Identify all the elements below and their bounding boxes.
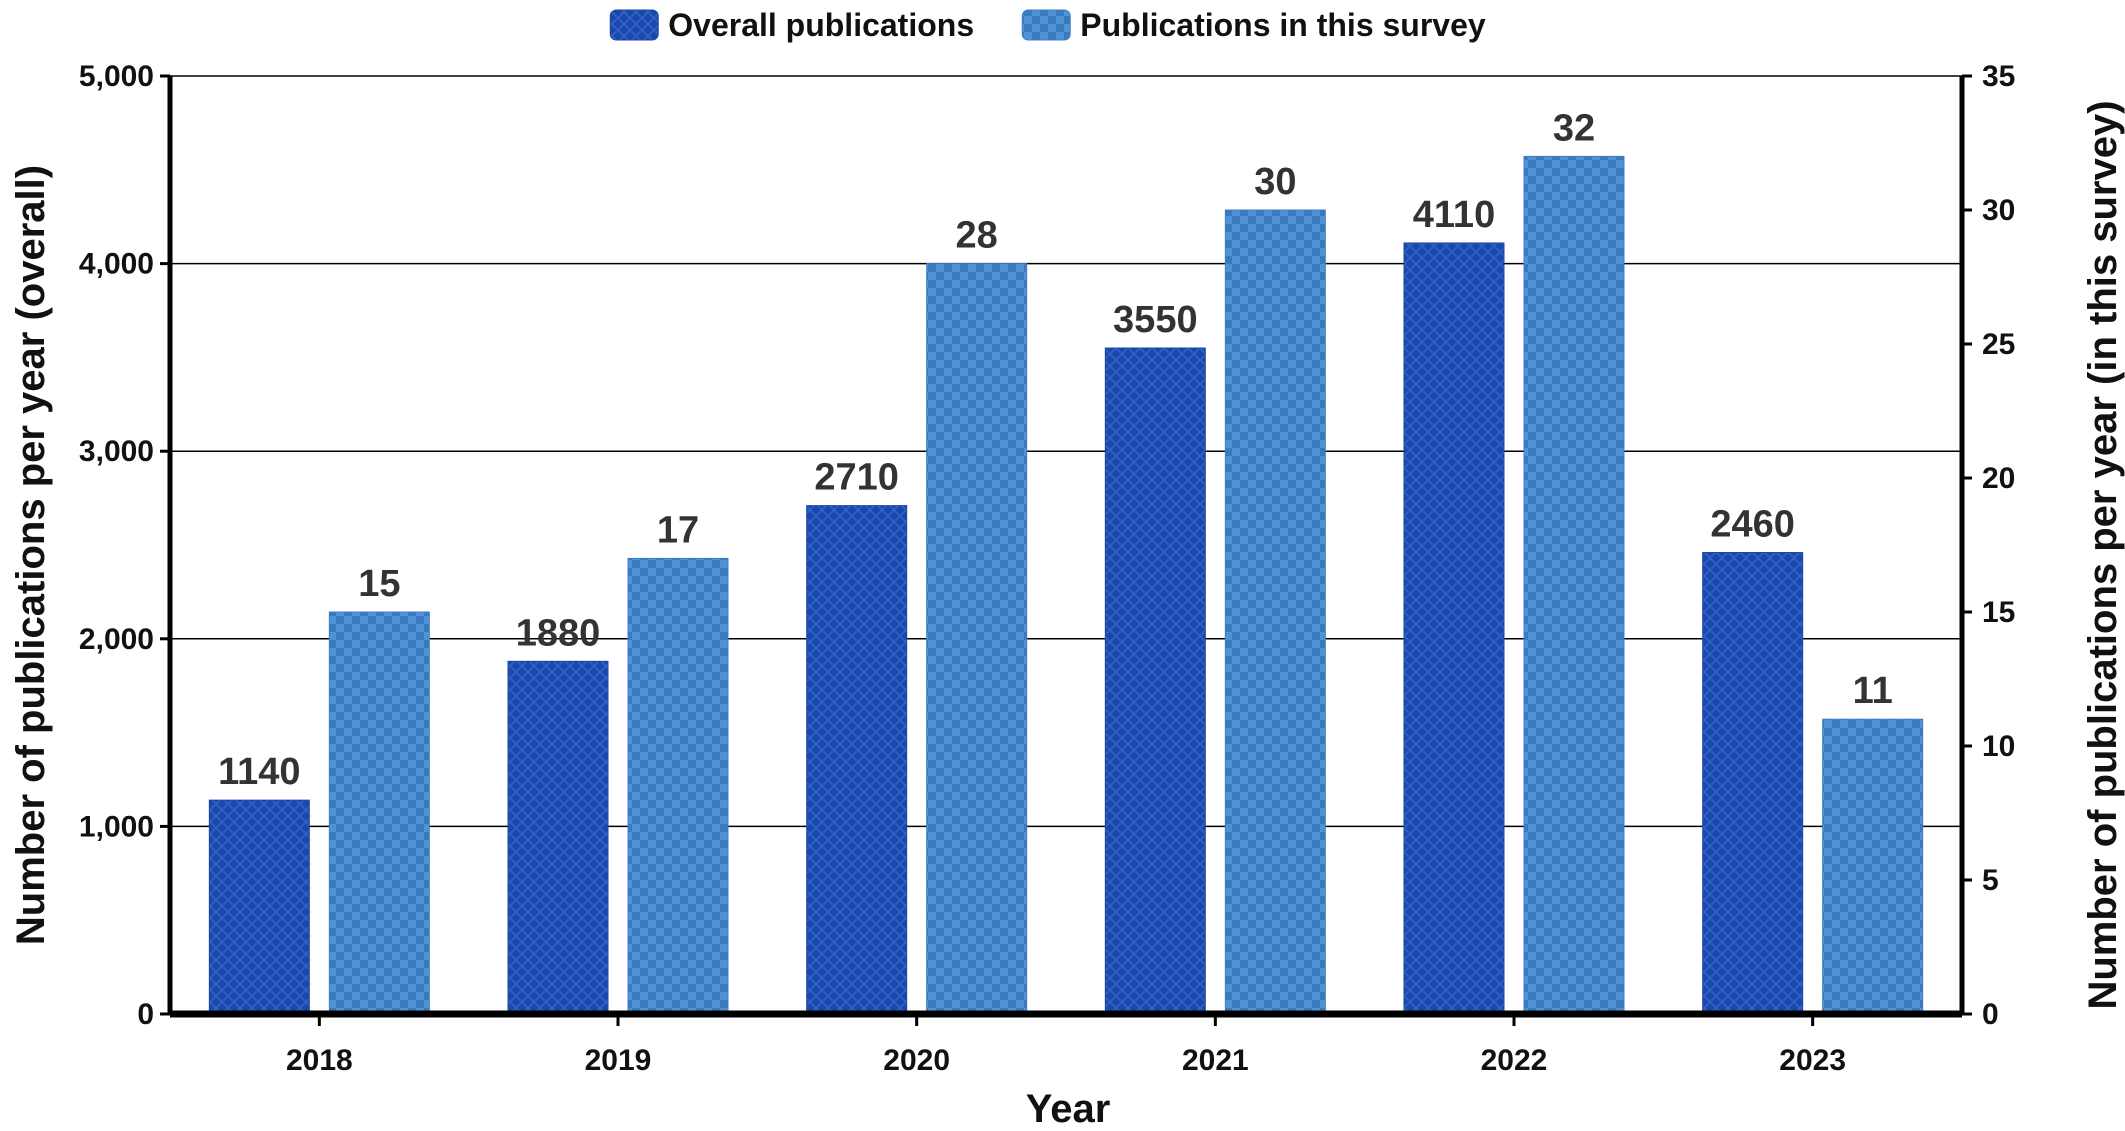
legend-label: Publications in this survey bbox=[1080, 7, 1486, 43]
y-tick-label-right: 35 bbox=[1982, 60, 2015, 93]
y-axis-title-left: Number of publications per year (overall… bbox=[9, 165, 53, 945]
y-tick-label-right: 10 bbox=[1982, 730, 2015, 763]
data-label: 32 bbox=[1553, 107, 1595, 149]
x-tick-label: 2022 bbox=[1481, 1044, 1548, 1077]
bar-overall bbox=[806, 505, 908, 1015]
bar-overall bbox=[1104, 347, 1206, 1015]
y-tick-label-right: 5 bbox=[1982, 864, 1999, 897]
y-axis-title-right: Number of publications per year (in this… bbox=[2081, 100, 2125, 1009]
y-tick-label-left: 1,000 bbox=[79, 810, 154, 843]
bar-survey bbox=[1224, 209, 1326, 1015]
x-tick-label: 2018 bbox=[286, 1044, 353, 1077]
data-label: 3550 bbox=[1113, 299, 1198, 341]
data-label: 2710 bbox=[814, 457, 899, 499]
bar-survey bbox=[627, 557, 729, 1015]
data-label: 1140 bbox=[218, 751, 300, 793]
bar-overall bbox=[507, 660, 609, 1015]
x-tick-label: 2021 bbox=[1182, 1044, 1249, 1077]
legend-swatch bbox=[1021, 9, 1071, 41]
data-label: 1880 bbox=[516, 612, 601, 654]
data-label: 17 bbox=[657, 509, 699, 551]
bar-overall bbox=[208, 799, 310, 1015]
legend-label: Overall publications bbox=[668, 7, 974, 43]
y-tick-label-left: 3,000 bbox=[79, 435, 154, 468]
y-tick-label-right: 25 bbox=[1982, 328, 2015, 361]
data-label: 30 bbox=[1254, 161, 1296, 203]
x-tick-label: 2023 bbox=[1779, 1044, 1846, 1077]
y-tick-label-left: 2,000 bbox=[79, 623, 154, 656]
data-label: 15 bbox=[358, 563, 400, 605]
data-labels-group: 1140 15 1880 17 2710 28 3550 30 4110 32 2460 11 bbox=[218, 107, 1893, 793]
y-tick-label-right: 15 bbox=[1982, 596, 2015, 629]
legend-swatch bbox=[609, 9, 659, 41]
data-label: 28 bbox=[956, 215, 998, 257]
y-tick-label-right: 30 bbox=[1982, 194, 2015, 227]
y-tick-label-left: 0 bbox=[137, 998, 154, 1031]
x-tick-label: 2019 bbox=[585, 1044, 652, 1077]
axes-group: 0 1,000 2,000 3,000 4,000 5,000 0 5 10 15 20 25 30 35… bbox=[79, 60, 2015, 1077]
gridlines bbox=[170, 75, 1962, 828]
data-label: 2460 bbox=[1710, 504, 1795, 546]
bar-survey bbox=[328, 611, 430, 1015]
x-tick-label: 2020 bbox=[883, 1044, 950, 1077]
data-label: 11 bbox=[1853, 670, 1893, 712]
bars-group bbox=[208, 155, 1924, 1015]
y-tick-label-left: 4,000 bbox=[79, 248, 154, 281]
y-tick-label-right: 20 bbox=[1982, 462, 2015, 495]
x-axis-title: Year bbox=[1026, 1087, 1111, 1131]
legend: Overall publications Publications in this… bbox=[609, 7, 1486, 43]
bar-survey bbox=[926, 263, 1028, 1015]
y-tick-label-left: 5,000 bbox=[79, 60, 154, 93]
bar-survey bbox=[1822, 718, 1924, 1015]
bar-overall bbox=[1403, 242, 1505, 1015]
bar-survey bbox=[1523, 155, 1625, 1015]
y-tick-label-right: 0 bbox=[1982, 998, 1999, 1031]
data-label: 4110 bbox=[1413, 194, 1495, 236]
bar-overall bbox=[1702, 552, 1804, 1015]
